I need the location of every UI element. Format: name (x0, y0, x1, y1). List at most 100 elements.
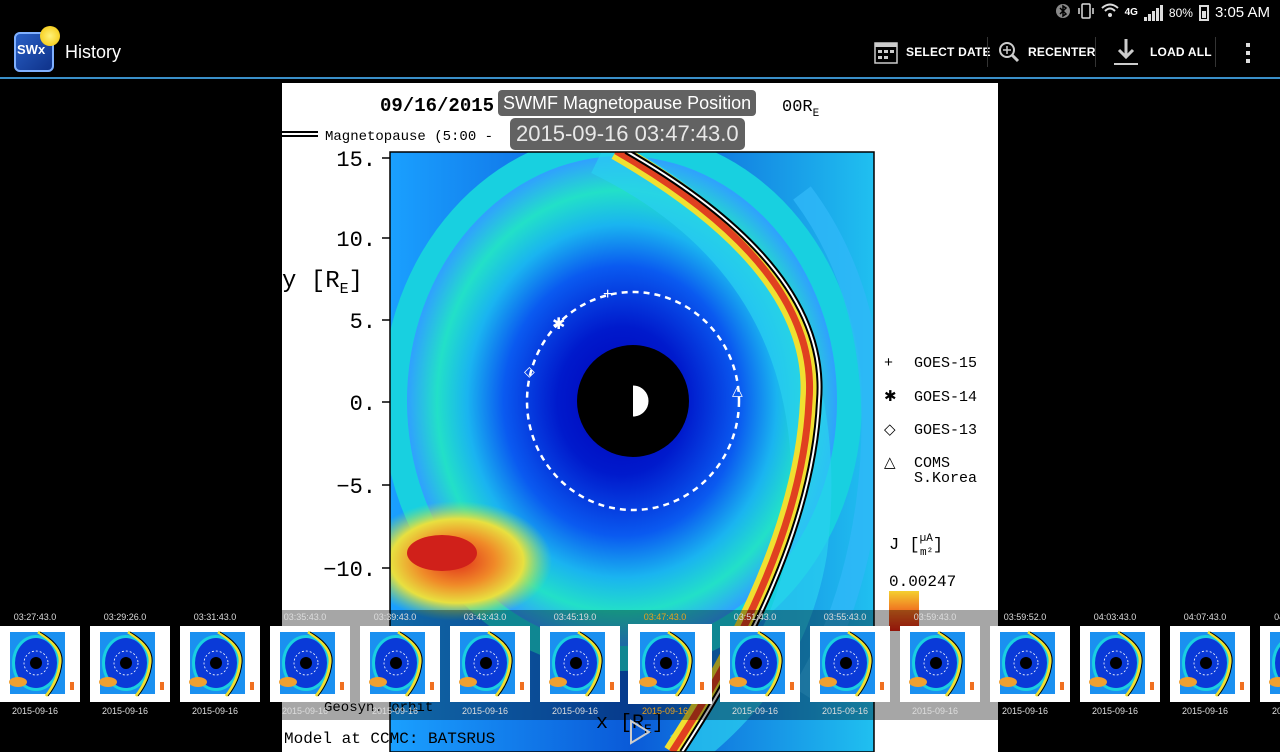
legend-goes15: GOES-15 (914, 355, 977, 372)
coms-marker: △ (732, 382, 743, 398)
thumb-date: 2015-09-16 (191, 706, 239, 716)
thumb-date: 2015-09-16 (1181, 706, 1229, 716)
thumb-time: 03:29:26.0 (103, 612, 147, 622)
select-date-button[interactable]: SELECT DATE (874, 34, 991, 70)
signal-icon (1143, 4, 1163, 21)
thumb-date: 2015-09-16 (461, 706, 509, 716)
action-bar: SWx History SELECT DATE RECENTER LOAD AL… (0, 25, 1280, 79)
load-all-button[interactable]: LOAD ALL (1110, 34, 1212, 70)
thumb-image (90, 626, 170, 702)
goes13-marker: ◇ (524, 363, 535, 379)
thumb-image (450, 626, 530, 702)
app-logo[interactable]: SWx (14, 26, 60, 72)
thumb-date: 2015-09-16 (1271, 706, 1280, 716)
x-axis-label: x [RE] (596, 712, 664, 737)
vibrate-icon (1077, 2, 1095, 24)
legend-magnetopause: Magnetopause (5:00 - (325, 129, 493, 145)
overflow-menu-icon[interactable] (1240, 40, 1256, 66)
thumb-image (360, 626, 440, 702)
thumb-time: 03:51:43.0 (733, 612, 777, 622)
thumb-time: 04:11:43.0 (1274, 612, 1280, 622)
filmstrip-thumb[interactable]: 03:59:43.0 2015-09-16 (890, 610, 980, 720)
battery-percent: 80% (1168, 5, 1193, 20)
svg-text:△: △ (884, 455, 896, 472)
thumb-image (1080, 626, 1160, 702)
filmstrip-thumb[interactable]: 03:55:43.0 2015-09-16 (800, 610, 890, 720)
overlay-timestamp: 2015-09-16 03:47:43.0 (510, 118, 745, 150)
thumb-time: 03:59:52.0 (1003, 612, 1047, 622)
filmstrip-thumb[interactable]: 03:43:43.0 2015-09-16 (440, 610, 530, 720)
overlay-title: SWMF Magnetopause Position (498, 90, 757, 116)
sun-icon (40, 26, 60, 46)
legend-goes14: GOES-14 (914, 389, 977, 406)
thumb-image (540, 626, 620, 702)
thumb-image (180, 626, 260, 702)
filmstrip-thumb[interactable]: 04:07:43.0 2015-09-16 (1160, 610, 1250, 720)
thumb-image (720, 626, 800, 702)
thumb-image (810, 626, 890, 702)
status-bar: 4G 80% 3:05 AM (0, 0, 1280, 25)
filmstrip-thumb[interactable]: 03:47:43.0 2015-09-16 (620, 610, 710, 720)
history-filmstrip[interactable]: 03:27:43.0 2015-09-16 03:29:26.0 2015-09-16… (0, 610, 1280, 720)
thumb-image (0, 626, 80, 702)
play-icon[interactable] (626, 719, 652, 745)
network-type: 4G (1124, 7, 1138, 18)
thumb-date: 2015-09-16 (1001, 706, 1049, 716)
screen-title: History (65, 42, 122, 62)
thumb-time: 04:03:43.0 (1093, 612, 1137, 622)
wifi-icon (1100, 3, 1119, 23)
filmstrip-thumb[interactable]: 03:31:43.0 2015-09-16 (170, 610, 260, 720)
recenter-button[interactable]: RECENTER (998, 34, 1096, 70)
goes15-marker: + (603, 286, 612, 303)
plot-header-right: 00RE (782, 98, 820, 120)
thumb-image (630, 626, 710, 702)
y-tick-0: 0. (350, 392, 376, 417)
filmstrip-thumb[interactable]: 03:45:19.0 2015-09-16 (530, 610, 620, 720)
legend-goes13: GOES-13 (914, 422, 977, 439)
svg-text:✱: ✱ (884, 389, 897, 406)
thumb-date: 2015-09-16 (371, 706, 419, 716)
filmstrip-thumb[interactable]: 03:29:26.0 2015-09-16 (80, 610, 170, 720)
thumb-time: 03:31:43.0 (193, 612, 237, 622)
thumb-time: 03:35:43.0 (283, 612, 327, 622)
thumb-time: 03:43:43.0 (463, 612, 507, 622)
thumb-image (1170, 626, 1250, 702)
y-tick-15: 15. (336, 148, 376, 173)
filmstrip-thumb[interactable]: 04:03:43.0 2015-09-16 (1070, 610, 1160, 720)
filmstrip-thumb[interactable]: 04:11:43.0 2015-09-16 (1250, 610, 1280, 720)
colorbar-label: J [µA] (889, 533, 943, 555)
thumb-date: 2015-09-16 (731, 706, 779, 716)
zoom-icon (999, 42, 1020, 63)
y-axis-label: y [RE] (282, 268, 363, 298)
thumb-date: 2015-09-16 (641, 706, 689, 716)
thumb-time: 03:27:43.0 (13, 612, 57, 622)
filmstrip-thumb[interactable]: 03:35:43.0 2015-09-16 (260, 610, 350, 720)
legend-coms: COMS (914, 455, 950, 472)
svg-text:◇: ◇ (884, 422, 896, 439)
thumb-date: 2015-09-16 (821, 706, 869, 716)
thumb-time: 03:39:43.0 (373, 612, 417, 622)
legend-skorea: S.Korea (914, 470, 977, 487)
download-icon (1114, 39, 1138, 65)
filmstrip-thumb[interactable]: 03:39:43.0 2015-09-16 (350, 610, 440, 720)
thumb-time: 03:59:43.0 (913, 612, 957, 622)
thumb-time: 03:47:43.0 (643, 612, 687, 622)
thumb-time: 03:55:43.0 (823, 612, 867, 622)
model-footer: Model at CCMC: BATSRUS (284, 730, 495, 748)
thumb-date: 2015-09-16 (101, 706, 149, 716)
thumb-image (270, 626, 350, 702)
colorbar-units-den: m² (920, 547, 933, 559)
plot-date: 09/16/2015 (380, 95, 494, 117)
filmstrip-thumb[interactable]: 03:51:43.0 2015-09-16 (710, 610, 800, 720)
y-tick-5: 5. (350, 310, 376, 335)
calendar-icon (874, 42, 898, 64)
filmstrip-thumb[interactable]: 03:59:52.0 2015-09-16 (980, 610, 1070, 720)
thumb-date: 2015-09-16 (911, 706, 959, 716)
goes14-marker: ✱ (552, 316, 565, 333)
filmstrip-thumb[interactable]: 03:27:43.0 2015-09-16 (0, 610, 80, 720)
thumb-image (990, 626, 1070, 702)
thumb-date: 2015-09-16 (11, 706, 59, 716)
colorbar-max: 0.00247 (889, 573, 956, 591)
thumb-image (1260, 626, 1280, 702)
clock: 3:05 AM (1214, 4, 1270, 21)
